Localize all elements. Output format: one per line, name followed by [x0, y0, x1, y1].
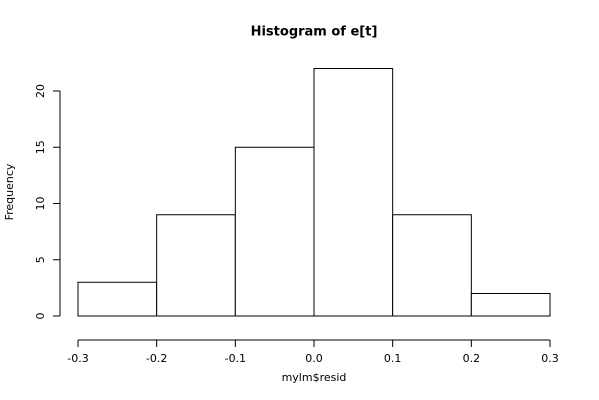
x-tick-label: 0.0 — [305, 352, 323, 365]
x-axis-label: mylm$resid — [282, 371, 347, 384]
histogram-bar — [392, 214, 472, 317]
y-tick-label: 5 — [34, 256, 47, 263]
chart-title: Histogram of e[t] — [251, 25, 378, 40]
x-tick-label: -0.1 — [225, 352, 246, 365]
histogram-bar — [77, 281, 158, 317]
x-tick-label: 0.2 — [463, 352, 481, 365]
y-tick-label: 0 — [34, 313, 47, 320]
histogram-bar — [156, 214, 236, 317]
histogram-bar — [313, 68, 394, 317]
x-tick-label: -0.3 — [67, 352, 88, 365]
histogram-bar — [234, 146, 315, 317]
x-tick-label: -0.2 — [146, 352, 167, 365]
y-tick-label: 10 — [34, 197, 47, 211]
y-axis-label: Frequency — [3, 163, 16, 220]
x-tick-label: 0.3 — [541, 352, 559, 365]
x-tick-label: 0.1 — [384, 352, 402, 365]
histogram-bar — [470, 293, 551, 317]
y-tick-label: 20 — [34, 84, 47, 98]
y-tick-label: 15 — [34, 140, 47, 154]
